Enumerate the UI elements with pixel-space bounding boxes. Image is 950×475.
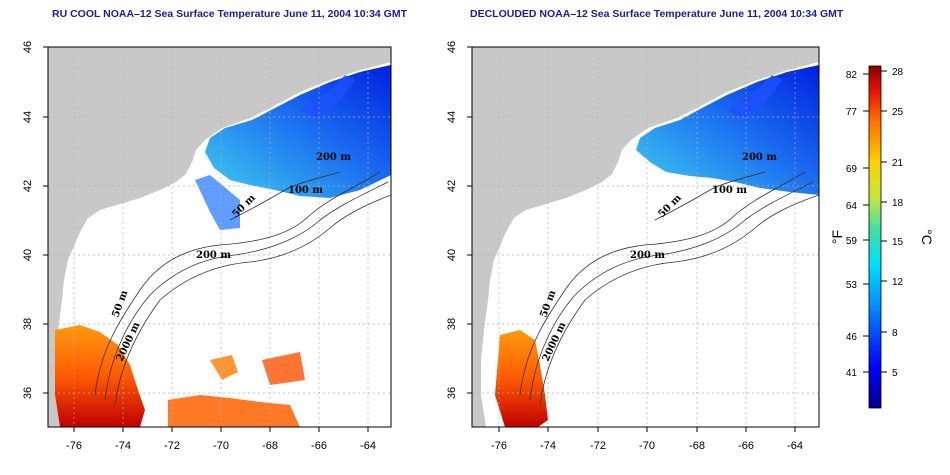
colorbar-unit-celsius: °C xyxy=(919,229,935,245)
colorbar-f-tick: 64 xyxy=(846,201,858,212)
x-tick-label: -76 xyxy=(491,440,507,452)
left-map-panel: 100 m 50 m 200 m 50 m 2000 m 200 m xyxy=(48,47,391,427)
x-tick-label: -72 xyxy=(164,440,180,452)
sst-warm-water xyxy=(55,325,145,427)
colorbar-f-tick: 82 xyxy=(846,70,858,81)
right-map-panel: 100 m 50 m 200 m 50 m 2000 m 200 m xyxy=(472,47,819,427)
colorbar-c-tick: 8 xyxy=(892,328,898,339)
x-tick-label: -72 xyxy=(590,440,606,452)
y-tick-label: 42 xyxy=(22,180,34,192)
left-y-axis-labels: 46 44 42 40 38 36 xyxy=(22,41,34,399)
x-tick-label: -76 xyxy=(66,440,82,452)
sst-cold-water xyxy=(300,75,355,120)
colorbar-c-tick: 28 xyxy=(892,67,904,78)
x-tick-label: -68 xyxy=(689,440,705,452)
contour-label: 200 m xyxy=(630,250,665,261)
colorbar-unit-fahrenheit: °F xyxy=(829,230,845,244)
colorbar-f-tick: 53 xyxy=(846,280,858,291)
y-tick-label: 40 xyxy=(22,249,34,261)
land-mass xyxy=(719,56,785,84)
land-mass xyxy=(292,56,358,84)
x-tick-label: -70 xyxy=(639,440,655,452)
sst-warm-water xyxy=(168,395,300,427)
right-x-axis-labels: -76 -74 -72 -70 -68 -66 -64 xyxy=(491,440,803,452)
colorbar-f-tick: 77 xyxy=(846,107,858,118)
y-tick-label: 44 xyxy=(22,111,34,123)
sst-cold-water xyxy=(195,175,240,230)
left-panel-title: RU COOL NOAA–12 Sea Surface Temperature … xyxy=(52,8,408,20)
left-map-frame xyxy=(47,46,392,428)
sst-warm-water xyxy=(210,355,238,380)
colorbar-c-tick: 5 xyxy=(892,368,898,379)
x-tick-label: -66 xyxy=(311,440,327,452)
colorbar-f-tick: 59 xyxy=(846,236,858,247)
x-tick-label: -68 xyxy=(262,440,278,452)
colorbar-c-tick: 12 xyxy=(892,277,904,288)
land-mass xyxy=(472,47,819,427)
bathymetry-contours xyxy=(519,171,819,406)
sst-warm-water xyxy=(262,352,305,385)
x-tick-label: -74 xyxy=(115,440,131,452)
x-tick-label: -74 xyxy=(540,440,556,452)
contour-label: 200 m xyxy=(196,250,231,261)
sst-cold-water xyxy=(727,75,782,120)
y-tick-label: 38 xyxy=(446,318,458,330)
y-tick-label: 38 xyxy=(22,318,34,330)
colorbar-f-tick: 46 xyxy=(846,332,858,343)
contour-label: 100 m xyxy=(712,185,747,196)
colorbar-f-tick: 69 xyxy=(846,164,858,175)
graticule xyxy=(472,47,819,427)
right-panel-title: DECLOUDED NOAA–12 Sea Surface Temperatur… xyxy=(470,8,844,20)
sst-cold-water xyxy=(636,65,819,195)
x-tick-label: -66 xyxy=(738,440,754,452)
y-tick-label: 40 xyxy=(446,249,458,261)
y-tick-label: 36 xyxy=(446,387,458,399)
contour-label: 100 m xyxy=(288,185,323,196)
y-tick-label: 44 xyxy=(446,111,458,123)
contour-label: 200 m xyxy=(742,152,777,163)
colorbar-c-tick: 18 xyxy=(892,198,904,209)
colorbar: 82 77 69 64 59 53 46 41 28 25 21 18 15 1… xyxy=(829,65,935,409)
sst-warm-water xyxy=(495,330,548,427)
colorbar-f-tick: 41 xyxy=(846,368,858,379)
contour-label: 200 m xyxy=(316,152,351,163)
colorbar-gradient xyxy=(868,65,882,409)
right-y-axis-labels: 46 44 42 40 38 36 xyxy=(446,41,458,399)
left-x-axis-labels: -76 -74 -72 -70 -68 -66 -64 xyxy=(66,440,376,452)
colorbar-c-tick: 21 xyxy=(892,158,904,169)
y-tick-label: 42 xyxy=(446,180,458,192)
axis-ticks xyxy=(43,46,796,432)
y-tick-label: 46 xyxy=(22,41,34,53)
y-tick-label: 36 xyxy=(22,387,34,399)
bathymetry-contours xyxy=(94,171,391,406)
right-map-frame xyxy=(471,46,820,428)
x-tick-label: -64 xyxy=(360,440,376,452)
colorbar-c-tick: 15 xyxy=(892,237,904,248)
x-tick-label: -64 xyxy=(787,440,803,452)
x-tick-label: -70 xyxy=(213,440,229,452)
sst-cold-water xyxy=(205,65,391,198)
colorbar-c-tick: 25 xyxy=(892,107,904,118)
land-mass xyxy=(48,47,391,427)
y-tick-label: 46 xyxy=(446,41,458,53)
